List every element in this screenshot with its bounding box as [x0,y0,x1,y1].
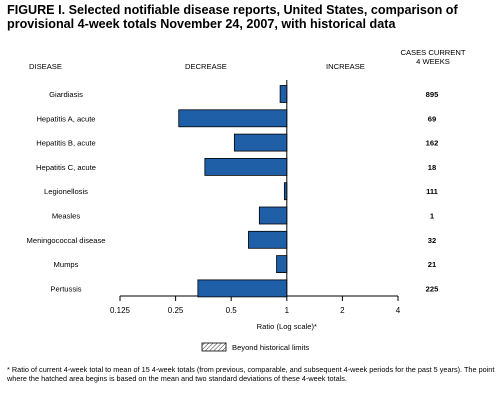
category-label: Pertussis [50,284,81,293]
column-header-increase: INCREASE [326,62,365,71]
cases-count: 32 [428,236,436,245]
category-label: Hepatitis B, acute [36,139,96,148]
bar [283,182,288,201]
x-axis-label: Ratio (Log scale)* [257,322,317,331]
legend-label: Beyond historical limits [232,343,309,352]
bar [204,157,288,176]
category-label: Legionellosis [44,187,88,196]
bar [279,85,288,103]
category-label: Hepatitis C, acute [36,163,96,172]
column-header-cases-current: CASES CURRENT 4 WEEKS [400,48,466,66]
cases-count: 21 [428,260,437,269]
bar [178,109,288,128]
bar [248,230,288,249]
bar [258,206,288,225]
x-tick-label: 1 [285,306,290,315]
bar [233,133,288,152]
legend-hatch-swatch [201,342,227,352]
cases-count: 111 [426,187,439,196]
bar [276,255,288,274]
bar [197,279,288,298]
cases-count: 162 [426,139,439,148]
category-label: Giardiasis [49,90,83,99]
footnote: * Ratio of current 4-week total to mean … [7,365,495,384]
category-label: Measles [52,212,80,221]
x-tick-label: 2 [340,306,345,315]
x-tick-label: 0.125 [110,306,131,315]
category-label: Hepatitis A, acute [36,114,95,123]
x-tick-label: 0.25 [168,306,184,315]
x-tick-label: 0.5 [226,306,238,315]
x-tick-label: 4 [396,306,401,315]
cases-count: 18 [428,163,436,172]
category-label: Mumps [54,260,79,269]
column-header-decrease: DECREASE [185,62,227,71]
cases-count: 225 [426,284,439,293]
category-label: Meningococcal disease [27,236,106,245]
bar-chart: 0.125 0.25 0.5 1 2 4 Ratio (Log scale)* Giardi… [27,80,439,352]
cases-count: 895 [426,90,439,99]
cases-count: 1 [430,212,435,221]
column-header-disease: DISEASE [29,62,62,71]
figure-title: FIGURE I. Selected notifiable disease re… [7,3,458,31]
cases-count: 69 [428,114,436,123]
